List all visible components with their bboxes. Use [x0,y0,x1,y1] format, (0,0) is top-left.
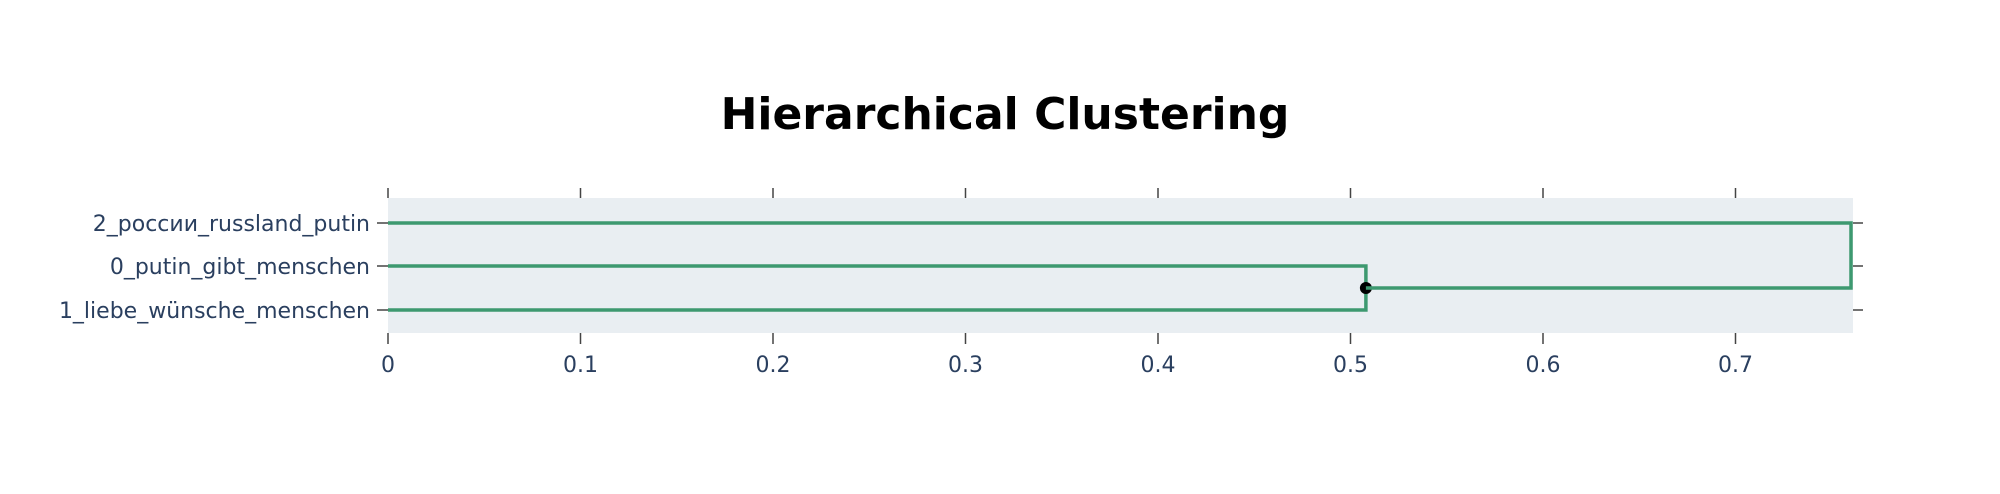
leaf-label: 1_liebe_wünsche_menschen [59,299,370,324]
x-tick-label: 0.2 [756,353,791,378]
x-tick-label: 0 [381,353,395,378]
chart-title: Hierarchical Clustering [721,89,1290,140]
plot-area: 0 0.1 0.2 0.3 0.4 0.5 0.6 0.7 2_россии_russland_… [59,188,1863,378]
x-tick-label: 0.1 [563,353,598,378]
x-tick-label: 0.3 [948,353,983,378]
x-tick-label: 0.6 [1526,353,1561,378]
leaf-label: 0_putin_gibt_menschen [110,255,370,280]
x-tick-label: 0.4 [1141,353,1176,378]
dendrogram-link [388,221,1853,290]
leaf-label: 2_россии_russland_putin [93,212,370,237]
x-tick-label: 0.5 [1333,353,1368,378]
x-tick-label: 0.7 [1718,353,1753,378]
